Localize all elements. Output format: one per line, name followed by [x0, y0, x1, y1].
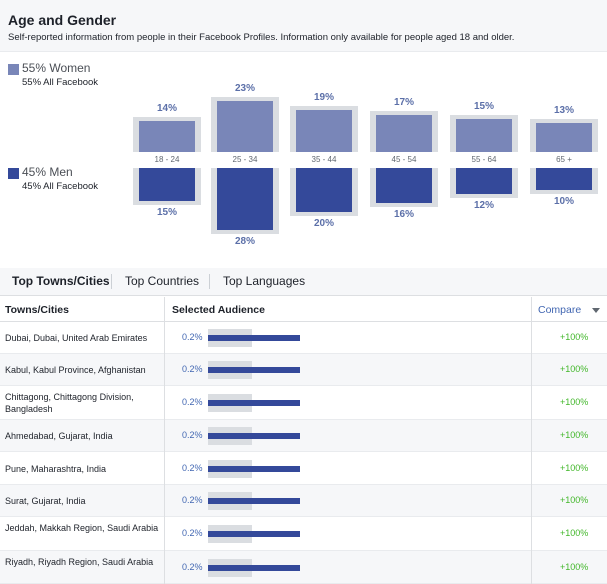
women-pct-label: 15%: [473, 101, 494, 112]
women-bar: [456, 119, 512, 152]
men-legend-swatch: [8, 168, 19, 179]
men-bar: [139, 168, 195, 201]
age-tick-label: 55 - 64: [471, 155, 497, 164]
women-bar: [296, 110, 352, 152]
men-bar: [296, 168, 352, 212]
audience-percent: 0.2%: [182, 397, 203, 407]
city-name: Dubai, Dubai, United Arab Emirates: [5, 333, 148, 343]
audience-bar: [208, 465, 300, 472]
table-row[interactable]: Surat, Gujarat, India 0.2% +100%: [0, 485, 607, 517]
men-pct-label: 15%: [156, 207, 177, 218]
age-tick-label: 65 +: [556, 155, 572, 164]
men-bar: [376, 168, 432, 204]
compare-value: +100%: [560, 462, 589, 473]
section-subtitle: Self-reported information from people in…: [8, 32, 515, 43]
men-pct-label: 10%: [553, 196, 574, 207]
compare-value: +100%: [560, 561, 589, 572]
women-bar: [536, 123, 592, 152]
women-bar: [139, 121, 195, 152]
table-row[interactable]: Riyadh, Riyadh Region, Saudi Arabia 0.2% +…: [0, 551, 607, 584]
age-tick-label: 18 - 24: [154, 155, 180, 164]
column-header-towns-cities: Towns/Cities: [5, 304, 69, 316]
compare-value: +100%: [560, 528, 589, 538]
city-name: Chittagong, Chittagong Division, Banglad…: [5, 392, 134, 414]
age-gender-chart: 55% Women 55% All Facebook 45% Men 45% A…: [0, 53, 607, 266]
men-pct-label: 28%: [234, 235, 255, 247]
audience-percent: 0.2%: [182, 561, 203, 572]
city-name: Kabul, Kabul Province, Afghanistan: [5, 365, 146, 375]
women-legend-sub: 55% All Facebook: [22, 77, 99, 88]
men-pct-label: 12%: [473, 200, 494, 212]
location-tabs: Top Towns/Cities Top Countries Top Langu…: [0, 268, 607, 296]
age-axis: [133, 152, 599, 168]
column-divider: [531, 297, 532, 584]
column-divider: [164, 297, 165, 584]
audience-percent: 0.2%: [182, 332, 203, 342]
compare-dropdown[interactable]: Compare: [538, 304, 582, 316]
men-legend-sub: 45% All Facebook: [22, 181, 99, 192]
women-pct-label: 19%: [313, 92, 334, 104]
table-row[interactable]: Dubai, Dubai, United Arab Emirates 0.2% +1…: [0, 322, 607, 354]
chevron-down-icon[interactable]: [592, 308, 600, 313]
audience-bar: [208, 335, 300, 341]
audience-bar: [208, 400, 300, 406]
compare-value: +100%: [560, 397, 589, 407]
men-bar: [456, 168, 512, 195]
age-tick-label: 25 - 34: [232, 155, 258, 164]
column-header-selected-audience: Selected Audience: [172, 304, 265, 316]
table-header: Towns/Cities Selected Audience Compare: [0, 297, 607, 322]
men-pct-label: 16%: [393, 209, 414, 221]
city-name: Jeddah, Makkah Region, Saudi Arabia: [5, 523, 159, 533]
audience-percent: 0.2%: [182, 462, 203, 473]
tab-top-towns-cities[interactable]: Top Towns/Cities: [12, 274, 110, 288]
women-pct-label: 17%: [393, 96, 414, 108]
section-header: Age and Gender Self-reported information…: [0, 0, 607, 52]
table-row[interactable]: Pune, Maharashtra, India 0.2% +100%: [0, 452, 607, 485]
women-legend-label: 55% Women: [22, 61, 91, 75]
tab-top-languages[interactable]: Top Languages: [223, 274, 306, 288]
audience-bar: [208, 531, 300, 537]
compare-value: +100%: [560, 430, 589, 440]
city-name: Pune, Maharashtra, India: [5, 463, 107, 474]
compare-value: +100%: [560, 495, 589, 505]
men-bar: [217, 168, 273, 230]
table-row[interactable]: Ahmedabad, Gujarat, India 0.2% +100%: [0, 420, 607, 452]
audience-percent: 0.2%: [182, 495, 203, 505]
audience-bar: [208, 498, 300, 504]
city-name: Riyadh, Riyadh Region, Saudi Arabia: [5, 556, 154, 567]
city-name: Ahmedabad, Gujarat, India: [5, 431, 113, 441]
table-row[interactable]: Kabul, Kabul Province, Afghanistan 0.2% +1…: [0, 354, 607, 386]
tab-divider: [111, 274, 112, 289]
audience-bar: [208, 564, 300, 571]
section-title: Age and Gender: [8, 12, 117, 28]
men-pct-label: 20%: [313, 218, 334, 229]
tab-divider: [209, 274, 210, 289]
women-pct-label: 23%: [234, 83, 255, 95]
audience-percent: 0.2%: [182, 528, 203, 538]
compare-value: +100%: [560, 364, 589, 374]
table-row[interactable]: Chittagong, Chittagong Division, Banglad…: [0, 386, 607, 420]
audience-percent: 0.2%: [182, 364, 203, 374]
women-pct-label: 14%: [156, 103, 177, 115]
audience-percent: 0.2%: [182, 430, 203, 440]
tab-top-countries[interactable]: Top Countries: [125, 274, 200, 288]
city-name: Surat, Gujarat, India: [5, 496, 86, 506]
compare-value: +100%: [560, 332, 589, 342]
table-row[interactable]: Jeddah, Makkah Region, Saudi Arabia 0.2% +…: [0, 517, 607, 551]
audience-bar: [208, 433, 300, 439]
age-tick-label: 45 - 54: [391, 155, 417, 164]
age-tick-label: 35 - 44: [311, 155, 337, 164]
women-pct-label: 13%: [553, 105, 574, 117]
women-legend-swatch: [8, 64, 19, 75]
women-bar: [217, 101, 273, 152]
audience-bar: [208, 367, 300, 373]
women-bar: [376, 114, 432, 152]
men-bar: [536, 168, 592, 190]
men-legend-label: 45% Men: [22, 165, 73, 179]
